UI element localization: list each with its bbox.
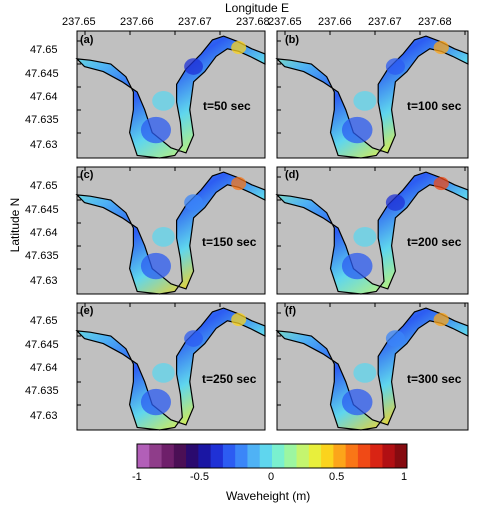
colorbar-swatch xyxy=(235,444,248,468)
lon-tick-left-3: 237.67 xyxy=(178,16,212,28)
lon-tick-left-2: 237.66 xyxy=(120,16,154,28)
colorbar-swatch xyxy=(272,444,285,468)
lat-tick-r1-3: 47.64 xyxy=(30,91,58,103)
colorbar-tick-5: 1 xyxy=(401,471,408,483)
lat-tick-r2-3: 47.64 xyxy=(30,227,58,239)
waveheight-patch xyxy=(152,226,175,247)
waveheight-patch xyxy=(184,330,203,347)
panel-b-time: t=100 sec xyxy=(407,99,462,113)
map-panel-e xyxy=(75,302,266,431)
colorbar-title: Waveheight (m) xyxy=(226,489,311,503)
waveheight-patch xyxy=(433,312,449,327)
waveheight-patch xyxy=(231,176,247,191)
waveheight-patch xyxy=(341,116,373,144)
map-panel-f xyxy=(275,302,469,431)
colorbar-swatch xyxy=(198,444,212,468)
colorbar-swatch xyxy=(259,444,273,468)
colorbar-tick-2: -0.5 xyxy=(190,471,209,483)
colorbar-swatch xyxy=(149,444,162,468)
panel-a-tag: (a) xyxy=(80,34,94,46)
lat-tick-r3-1: 47.65 xyxy=(30,315,58,327)
panel-f-time: t=300 sec xyxy=(407,372,462,386)
map-panel-b xyxy=(275,30,469,159)
waveheight-patch xyxy=(140,116,172,144)
panel-e-tag: (e) xyxy=(80,305,94,317)
colorbar-swatch xyxy=(321,444,334,468)
colorbar-tick-1: -1 xyxy=(132,471,142,483)
lat-tick-r3-3: 47.64 xyxy=(30,362,58,374)
panel-e-time: t=250 sec xyxy=(202,372,257,386)
colorbar-swatch xyxy=(382,444,396,468)
panel-a-time: t=50 sec xyxy=(203,99,251,113)
colorbar-swatch xyxy=(284,444,297,468)
waveheight-patch xyxy=(152,362,175,383)
lat-tick-r1-1: 47.65 xyxy=(30,44,58,56)
colorbar-swatch xyxy=(333,444,347,468)
lat-tick-r1-5: 47.63 xyxy=(30,139,58,151)
colorbar-tick-4: 0.5 xyxy=(329,471,345,483)
waveheight-patch xyxy=(385,330,405,347)
colorbar-swatch xyxy=(161,444,175,468)
waveheight-patch xyxy=(385,194,405,211)
colorbar-swatch xyxy=(247,444,261,468)
left-axis-title: Latitude N xyxy=(8,197,22,253)
waveheight-patch xyxy=(353,362,377,383)
colorbar-swatch xyxy=(308,444,322,468)
colorbar-swatch xyxy=(345,444,359,468)
lat-tick-r2-2: 47.645 xyxy=(25,204,59,216)
lat-tick-r3-2: 47.645 xyxy=(25,339,59,351)
waveheight-patch xyxy=(231,40,247,55)
colorbar-swatch xyxy=(186,444,199,468)
colorbar-swatch xyxy=(173,444,187,468)
colorbar-swatch xyxy=(296,444,310,468)
lat-tick-r2-5: 47.63 xyxy=(30,275,58,287)
waveheight-patch xyxy=(140,388,172,416)
lon-tick-left-4: 237.68 xyxy=(236,16,270,28)
waveheight-patch xyxy=(341,388,373,416)
waveheight-patch xyxy=(353,226,377,247)
waveheight-patch xyxy=(184,58,203,75)
waveheight-patch xyxy=(353,90,377,111)
lon-tick-right-1: 237.65 xyxy=(268,16,302,28)
waveheight-patch xyxy=(433,176,449,191)
colorbar-swatch xyxy=(370,444,383,468)
panel-c-tag: (c) xyxy=(80,169,94,181)
map-panel-a xyxy=(75,30,266,159)
map-panel-d xyxy=(275,166,469,295)
lat-tick-r1-4: 47.635 xyxy=(25,114,59,126)
panel-d-time: t=200 sec xyxy=(407,235,462,249)
colorbar-swatch xyxy=(394,444,408,468)
lat-tick-r2-4: 47.635 xyxy=(25,250,59,262)
lat-tick-r2-1: 47.65 xyxy=(30,180,58,192)
waveheight-patch xyxy=(231,312,247,327)
colorbar-frame xyxy=(136,443,408,469)
waveheight-patch xyxy=(140,252,172,280)
lat-tick-r1-2: 47.645 xyxy=(25,68,59,80)
panel-d-tag: (d) xyxy=(285,169,300,181)
colorbar-tick-3: 0 xyxy=(268,471,275,483)
waveheight-patch xyxy=(385,58,405,75)
colorbar-swatch xyxy=(222,444,236,468)
panel-b-tag: (b) xyxy=(285,34,300,46)
lon-tick-right-4: 237.68 xyxy=(418,16,452,28)
lon-tick-right-3: 237.67 xyxy=(368,16,402,28)
colorbar-swatch xyxy=(210,444,224,468)
colorbar-swatch xyxy=(137,444,150,468)
waveheight-patch xyxy=(433,40,449,55)
waveheight-patch xyxy=(152,90,175,111)
lat-tick-r3-5: 47.63 xyxy=(30,410,58,422)
waveheight-patch xyxy=(184,194,203,211)
lon-tick-right-2: 237.66 xyxy=(318,16,352,28)
waveheight-patch xyxy=(341,252,373,280)
lat-tick-r3-4: 47.635 xyxy=(25,385,59,397)
panel-c-time: t=150 sec xyxy=(202,235,257,249)
colorbar-swatch xyxy=(357,444,371,468)
map-panel-c xyxy=(75,166,266,295)
panel-f-tag: (f) xyxy=(285,305,296,317)
lon-tick-left-1: 237.65 xyxy=(62,16,96,28)
top-axis-title: Longitude E xyxy=(225,1,290,15)
